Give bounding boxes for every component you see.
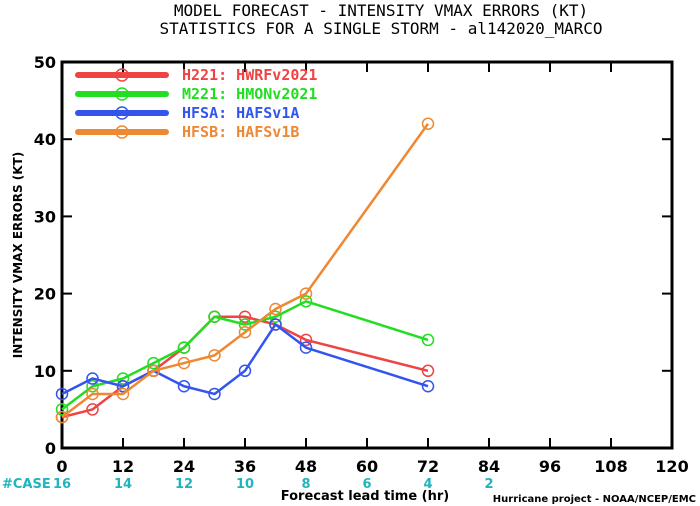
x-tick-label: 120: [655, 457, 688, 476]
case-count: 6: [362, 477, 371, 492]
case-count: 4: [423, 477, 432, 492]
y-tick-label: 50: [34, 53, 56, 72]
data-point: [421, 364, 435, 378]
data-point: [55, 410, 69, 424]
data-point: [55, 403, 69, 416]
legend-marker: [115, 87, 129, 101]
data-point: [86, 372, 99, 385]
data-point: [116, 372, 130, 385]
chart-subtitle: STATISTICS FOR A SINGLE STORM - al142020…: [159, 19, 602, 38]
x-tick-label: 0: [56, 457, 67, 476]
series-layer: [55, 117, 435, 424]
credit-text: Hurricane project - NOAA/NCEP/EMC: [493, 494, 696, 505]
x-tick-label: 96: [539, 457, 561, 476]
data-point: [238, 325, 252, 339]
y-axis: 0 10 20 30 40 50: [34, 53, 672, 458]
plot-frame: [60, 60, 674, 450]
data-point: [421, 117, 435, 131]
series-line: [61, 323, 429, 396]
x-tick-label: 12: [112, 457, 134, 476]
data-point: [55, 387, 69, 401]
chart-title: MODEL FORECAST - INTENSITY VMAX ERRORS (…: [174, 1, 588, 20]
y-tick-label: 10: [34, 362, 56, 381]
legend-marker: [115, 125, 129, 139]
data-point: [147, 356, 160, 370]
data-point: [299, 287, 313, 300]
y-tick-label: 0: [45, 439, 56, 458]
legend-entry: HFSA: HAFSv1A: [75, 104, 299, 122]
case-count-row: #CASE 16 14 12 10 8 6 4 2: [2, 477, 494, 492]
x-tick-label: 72: [417, 457, 439, 476]
data-point: [238, 364, 252, 378]
x-tick-label: 60: [356, 457, 378, 476]
data-point: [208, 387, 221, 401]
case-count: 2: [484, 477, 493, 492]
legend-label: HFSA: HAFSv1A: [182, 104, 299, 122]
y-tick-label: 20: [34, 285, 56, 304]
case-count: 16: [53, 477, 71, 492]
series-line: [61, 123, 430, 419]
data-point: [269, 302, 282, 316]
data-point: [238, 318, 252, 331]
x-axis: 0 12 24 36 48 60 72 84 96 108 120: [56, 62, 689, 476]
data-point: [269, 318, 282, 331]
data-point: [208, 310, 221, 324]
data-point: [299, 341, 313, 354]
data-point: [421, 333, 435, 347]
x-tick-label: 108: [594, 457, 627, 476]
data-point: [86, 387, 99, 401]
series-0: [55, 310, 435, 424]
case-count: 14: [114, 477, 132, 492]
data-point: [86, 379, 99, 393]
legend-label: HFSB: HAFSv1B: [182, 123, 299, 141]
data-point: [177, 379, 191, 393]
y-tick-label: 30: [34, 207, 56, 226]
legend-label: H221: HWRFv2021: [182, 66, 317, 84]
series-3: [55, 117, 435, 424]
legend-entry: HFSB: HAFSv1B: [75, 123, 299, 141]
x-tick-label: 84: [478, 457, 500, 476]
x-tick-label: 24: [173, 457, 195, 476]
data-point: [147, 364, 160, 378]
data-point: [116, 387, 130, 401]
data-point: [208, 349, 221, 362]
legend-marker: [115, 68, 129, 82]
case-count: 12: [175, 477, 193, 492]
x-tick-label: 36: [234, 457, 256, 476]
data-point: [177, 356, 191, 370]
data-point: [116, 379, 130, 393]
y-tick-label: 40: [34, 130, 56, 149]
legend-label: M221: HMONv2021: [182, 85, 317, 103]
data-point: [299, 333, 313, 347]
data-point: [421, 379, 435, 393]
y-axis-label: INTENSITY VMAX ERRORS (KT): [11, 152, 25, 358]
data-point: [299, 295, 313, 308]
data-point: [238, 310, 252, 324]
data-point: [86, 403, 99, 416]
x-tick-label: 48: [295, 457, 317, 476]
case-label: #CASE: [2, 477, 51, 492]
x-axis-label: Forecast lead time (hr): [281, 489, 449, 504]
case-count: 8: [301, 477, 310, 492]
legend-entry: M221: HMONv2021: [75, 85, 317, 103]
data-point: [269, 310, 282, 324]
series-1: [55, 295, 435, 416]
legend-marker: [115, 106, 129, 120]
case-count: 10: [236, 477, 254, 492]
legend-entry: H221: HWRFv2021: [75, 66, 317, 84]
data-point: [177, 341, 191, 354]
